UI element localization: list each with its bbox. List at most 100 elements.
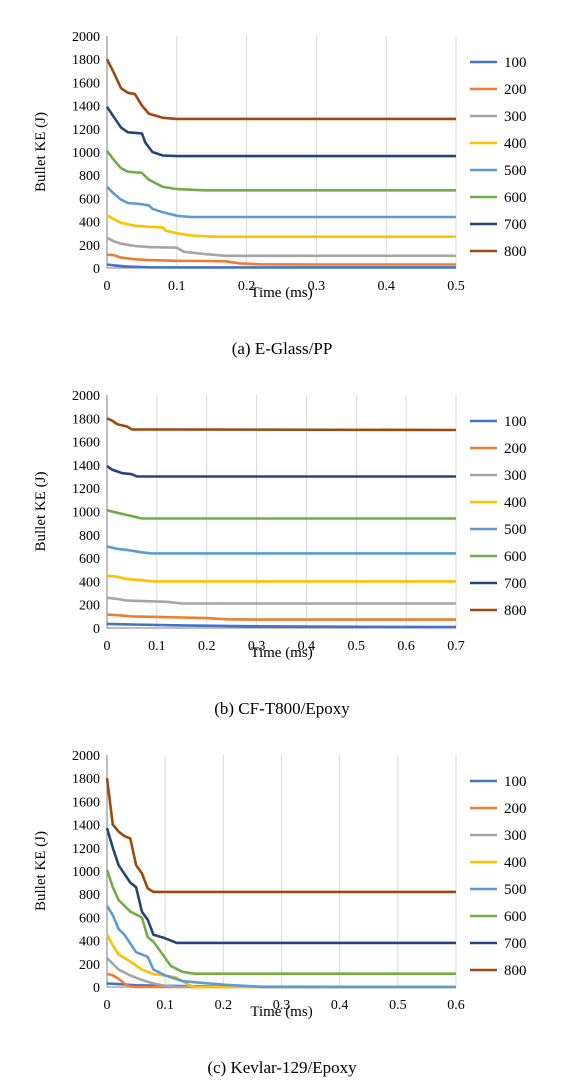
x-tick-label: 0.1: [168, 279, 186, 294]
x-tick-label: 0.6: [397, 639, 415, 654]
y-tick-label: 1800: [72, 772, 100, 787]
y-axis-title: Bullet KE (J): [33, 112, 49, 192]
y-tick-label: 200: [79, 958, 100, 973]
x-tick-label: 0.1: [148, 639, 166, 654]
x-tick-label: 0.2: [238, 279, 256, 294]
x-tick-label: 0.5: [389, 998, 407, 1013]
legend-label: 700: [504, 576, 527, 592]
x-tick-label: 0.4: [298, 639, 316, 654]
y-tick-label: 800: [79, 888, 100, 903]
series-line-200: [106, 613, 456, 621]
y-tick-label: 1600: [72, 76, 100, 91]
series-line-200: [106, 253, 456, 266]
x-tick-label: 0: [104, 279, 111, 294]
x-axis-title: Time (ms): [250, 1004, 312, 1020]
y-tick-label: 800: [79, 529, 100, 544]
legend-label: 200: [504, 441, 527, 457]
series-line-600: [106, 509, 456, 520]
legend-label: 300: [504, 828, 527, 844]
legend-label: 700: [504, 217, 527, 233]
y-tick-label: 1400: [72, 100, 100, 115]
series-line-200: [106, 972, 456, 989]
x-axis-title: Time (ms): [250, 645, 312, 661]
legend-label: 200: [504, 82, 527, 98]
y-tick-label: 0: [93, 262, 100, 277]
y-tick-label: 400: [79, 575, 100, 590]
y-tick-label: 1000: [72, 146, 100, 161]
x-tick-label: 0: [104, 998, 111, 1013]
legend-label: 600: [504, 549, 527, 565]
series-line-600: [105, 869, 456, 975]
x-tick-label: 0.2: [215, 998, 233, 1013]
x-tick-label: 0.2: [198, 639, 216, 654]
y-tick-label: 1600: [72, 436, 100, 451]
y-tick-label: 0: [93, 622, 100, 637]
series-line-300: [106, 236, 456, 258]
legend-label: 400: [504, 495, 527, 511]
y-tick-label: 0: [93, 981, 100, 996]
y-tick-label: 2000: [72, 30, 100, 45]
series-line-100: [106, 263, 456, 269]
y-tick-label: 800: [79, 169, 100, 184]
x-tick-label: 0.3: [248, 639, 266, 654]
series-line-300: [106, 957, 457, 989]
y-tick-label: 1200: [72, 482, 100, 497]
legend-label: 100: [504, 414, 527, 430]
series-line-100: [106, 622, 457, 629]
legend-label: 500: [504, 163, 527, 179]
y-tick-label: 1000: [72, 865, 100, 880]
chart-e-glass-pp: 0 200 400 600 800 1000 1200 1400 1600 1800 2000 0 0.…: [33, 30, 527, 358]
series-line-300: [106, 596, 456, 605]
legend-label: 300: [504, 468, 527, 484]
x-tick-label: 0.3: [308, 279, 326, 294]
y-tick-label: 1600: [72, 795, 100, 810]
series-line-500: [105, 905, 456, 989]
x-tick-label: 0.7: [447, 639, 465, 654]
y-tick-label: 200: [79, 599, 100, 614]
y-tick-label: 1200: [72, 123, 100, 138]
legend-label: 700: [504, 936, 527, 952]
x-tick-label: 0.6: [447, 998, 465, 1013]
panel-caption: (a) E-Glass/PP: [232, 339, 333, 358]
y-tick-label: 2000: [72, 389, 100, 404]
legend-label: 600: [504, 909, 527, 925]
x-tick-label: 0.4: [377, 279, 395, 294]
x-tick-label: 0.5: [447, 279, 465, 294]
legend-label: 500: [504, 522, 527, 538]
y-tick-label: 200: [79, 239, 100, 254]
series-line-800: [105, 58, 456, 121]
legend-label: 500: [504, 882, 527, 898]
x-axis-title: Time (ms): [250, 285, 312, 301]
y-tick-label: 1400: [72, 459, 100, 474]
series-line-600: [105, 150, 456, 192]
x-tick-label: 0.3: [273, 998, 291, 1013]
legend-label: 400: [504, 136, 527, 152]
legend-label: 600: [504, 190, 527, 206]
x-tick-label: 0.1: [156, 998, 174, 1013]
y-tick-label: 2000: [72, 749, 100, 764]
legend-label: 800: [504, 963, 527, 979]
legend-label: 100: [504, 55, 527, 71]
legend-label: 300: [504, 109, 527, 125]
y-tick-label: 1400: [72, 819, 100, 834]
series-line-400: [105, 934, 456, 989]
y-axis-title: Bullet KE (J): [33, 831, 49, 911]
y-tick-label: 1000: [72, 506, 100, 521]
series-line-800: [106, 417, 457, 432]
y-tick-label: 1800: [72, 53, 100, 68]
chart-kevlar-129-epoxy: 0 200 400 600 800 1000 1200 1400 1600 1800 2000 0 0.…: [33, 749, 527, 1077]
series-line-400: [106, 574, 456, 583]
legend-label: 800: [504, 244, 527, 260]
y-tick-label: 400: [79, 935, 100, 950]
y-tick-label: 400: [79, 216, 100, 231]
legend-label: 200: [504, 801, 527, 817]
y-tick-label: 600: [79, 552, 100, 567]
y-axis-title: Bullet KE (J): [33, 472, 49, 552]
series-line-400: [106, 214, 456, 238]
panel-caption: (c) Kevlar-129/Epoxy: [207, 1058, 357, 1077]
x-tick-label: 0.5: [348, 639, 366, 654]
y-tick-label: 1200: [72, 842, 100, 857]
series-line-500: [106, 545, 456, 555]
legend-label: 400: [504, 855, 527, 871]
